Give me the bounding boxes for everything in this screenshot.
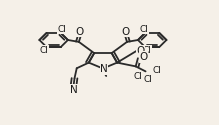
- Text: N: N: [70, 84, 77, 94]
- Text: Cl: Cl: [140, 25, 148, 34]
- Text: Cl: Cl: [57, 25, 66, 34]
- Text: Cl: Cl: [133, 72, 142, 81]
- Text: N: N: [100, 64, 108, 74]
- Text: Cl: Cl: [143, 75, 152, 84]
- Text: Cl: Cl: [40, 46, 49, 55]
- Text: O: O: [76, 27, 84, 37]
- Text: Cl: Cl: [143, 46, 152, 55]
- Text: O: O: [136, 46, 144, 56]
- Text: O: O: [122, 27, 130, 37]
- Text: Cl: Cl: [152, 66, 161, 75]
- Text: O: O: [139, 52, 148, 62]
